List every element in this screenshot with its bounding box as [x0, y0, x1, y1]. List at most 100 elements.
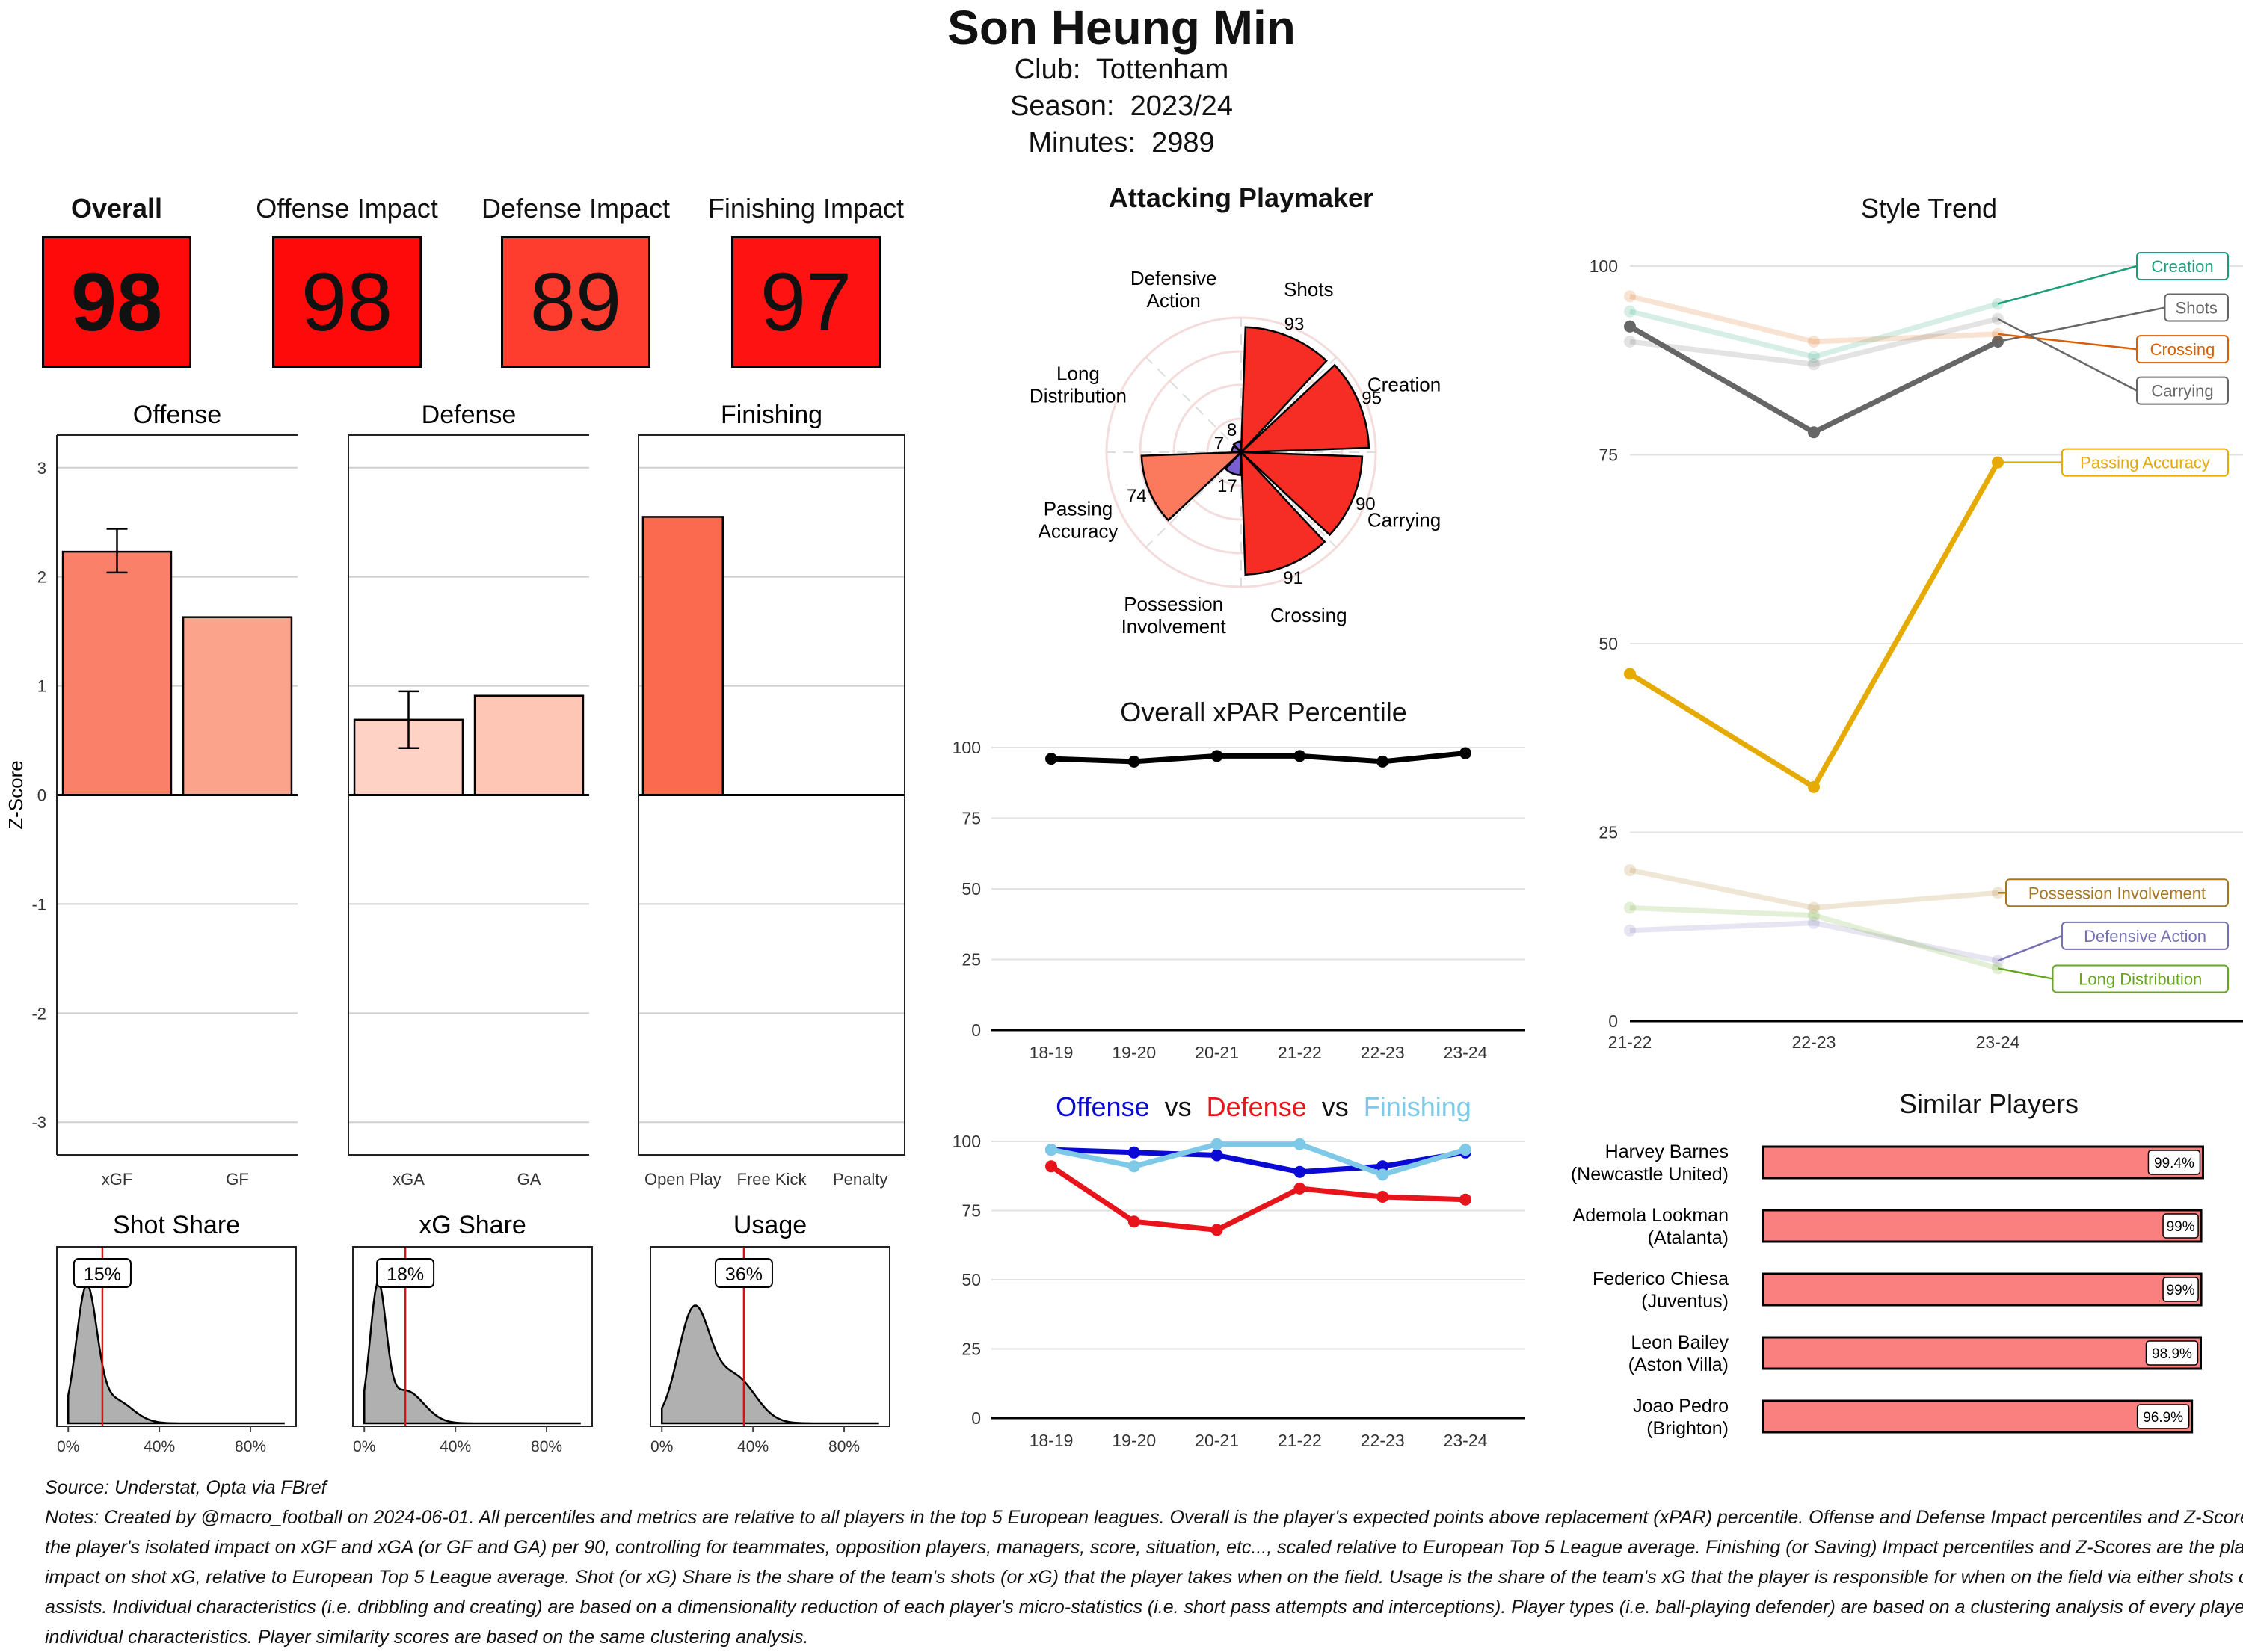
odf-title-finishing: Finishing — [1363, 1091, 1471, 1122]
trend-line — [1629, 905, 1999, 971]
trend-point — [1808, 426, 1820, 439]
similar-player-club: (Newcastle United) — [1571, 1164, 1729, 1185]
x-tick-label: xGF — [102, 1170, 133, 1189]
zscore-bar — [182, 616, 293, 796]
player-name: Son Heung Min — [947, 1, 1296, 55]
radar-wedge — [1232, 440, 1243, 455]
similar-value-label: 98.9% — [2152, 1346, 2192, 1362]
x-tick-label: 20-21 — [1195, 1431, 1239, 1450]
y-tick-label: 75 — [961, 1201, 981, 1221]
trend-label: Possession Involvement — [2028, 884, 2206, 902]
facet-title: Offense — [133, 401, 221, 429]
y-tick-label: 50 — [961, 1270, 981, 1289]
odf-chart: 100 75 50 25 0 18-19 19-20 20-21 21-22 22-23 23-24 — [953, 1132, 1525, 1450]
x-tick-label: 40% — [440, 1438, 471, 1455]
card-finishing-impact: 97 — [731, 236, 881, 368]
trend-point — [1808, 901, 1820, 914]
series-point — [1127, 1160, 1140, 1173]
minutes-label: Minutes: — [1028, 127, 1136, 158]
series-point — [1045, 1160, 1057, 1173]
notes-line: impact on shot xG, relative to European … — [45, 1567, 2243, 1588]
similar-player-name: Leon Bailey — [1631, 1332, 1729, 1353]
y-tick-label: -3 — [31, 1113, 46, 1132]
trend-label: Passing Accuracy — [2080, 454, 2210, 472]
trend-point — [1808, 358, 1820, 371]
x-tick-label: GA — [517, 1170, 541, 1189]
x-tick-label: 20-21 — [1195, 1043, 1239, 1062]
trend-connector — [1997, 265, 2138, 305]
radar-value-label: 91 — [1283, 568, 1303, 588]
density-charts: Shot Share 15% 0% 40% 80% xG Share 18% 0% 40% 80%… — [56, 1211, 890, 1455]
trend-point — [1808, 336, 1820, 348]
radar-value-label: 93 — [1284, 315, 1305, 335]
y-tick-label: 2 — [37, 568, 46, 587]
series-point — [1376, 1191, 1389, 1203]
trend-point — [1624, 290, 1636, 303]
radar-value-label: 8 — [1227, 420, 1237, 440]
trend-point — [1624, 320, 1636, 333]
radar-category-label: Involvement — [1122, 615, 1227, 638]
x-tick-label: 23-24 — [1976, 1032, 2020, 1052]
series-point — [1210, 1138, 1223, 1150]
facet-title: Finishing — [721, 401, 822, 429]
similar-value-label: 99% — [2167, 1219, 2195, 1235]
similar-value-box — [2162, 1213, 2199, 1239]
trend-label: Creation — [2151, 257, 2213, 276]
similar-value-label: 96.9% — [2143, 1410, 2183, 1426]
season-label: Season: — [1010, 90, 1115, 122]
trend-connector — [1997, 967, 2053, 980]
similar-value-label: 99% — [2167, 1283, 2195, 1298]
y-tick-label: -2 — [31, 1004, 46, 1023]
trend-point — [1624, 305, 1636, 318]
series-point — [1376, 1168, 1389, 1181]
card-title-overall: Overall — [70, 193, 163, 224]
trend-point — [1808, 351, 1820, 363]
trend-point — [1624, 924, 1636, 937]
odf-title-vs1: vs — [1164, 1091, 1192, 1122]
trend-line — [1629, 301, 1999, 360]
similar-players-chart: Harvey Barnes(Newcastle United) 99.4% Adem… — [1571, 1141, 2204, 1439]
series-line — [1050, 751, 1466, 765]
similar-bar — [1762, 1145, 2204, 1180]
density-title: Shot Share — [113, 1211, 240, 1239]
card-offense-impact: 98 — [272, 236, 422, 368]
x-tick-label: 22-23 — [1361, 1043, 1405, 1062]
radar-category-label: Accuracy — [1039, 520, 1119, 542]
similar-value-box — [2147, 1150, 2201, 1175]
trend-point — [1624, 901, 1636, 914]
series-point — [1210, 1224, 1223, 1236]
y-tick-label: 25 — [961, 950, 981, 970]
x-tick-label: 0% — [353, 1438, 375, 1455]
x-tick-label: 40% — [144, 1438, 175, 1455]
similar-player-club: (Atalanta) — [1648, 1227, 1729, 1248]
trend-line — [1628, 460, 2001, 790]
zscore-bar — [473, 694, 585, 796]
radar-value-label: 95 — [1362, 389, 1382, 409]
y-tick-label: 75 — [1599, 446, 1618, 465]
series-line — [1050, 1147, 1466, 1175]
series-point — [1127, 1146, 1140, 1159]
marker-label-box — [376, 1258, 435, 1288]
series-point — [1210, 750, 1223, 762]
x-tick-label: Penalty — [833, 1170, 887, 1189]
trend-connector — [1997, 306, 2165, 343]
series-point — [1127, 755, 1140, 768]
density-curve — [660, 1304, 879, 1425]
series-point — [1293, 1138, 1306, 1150]
marker-label: 36% — [725, 1264, 763, 1285]
trend-label-box — [2061, 448, 2229, 477]
x-tick-label: 18-19 — [1030, 1431, 1074, 1450]
trend-label: Carrying — [2151, 382, 2213, 401]
radar-category-label: Carrying — [1367, 508, 1441, 531]
trend-label: Shots — [2176, 299, 2218, 318]
similar-player-name: Harvey Barnes — [1605, 1141, 1729, 1162]
radar-wedge — [1240, 449, 1326, 576]
series-point — [1293, 1165, 1306, 1178]
radar-category-label: Long — [1056, 363, 1100, 385]
radar-wedge — [1224, 449, 1243, 476]
x-tick-label: 0% — [650, 1438, 673, 1455]
density-curve — [363, 1280, 581, 1425]
y-tick-label: 50 — [1599, 634, 1618, 653]
x-tick-label: GF — [226, 1170, 249, 1189]
series-point — [1459, 1193, 1471, 1206]
